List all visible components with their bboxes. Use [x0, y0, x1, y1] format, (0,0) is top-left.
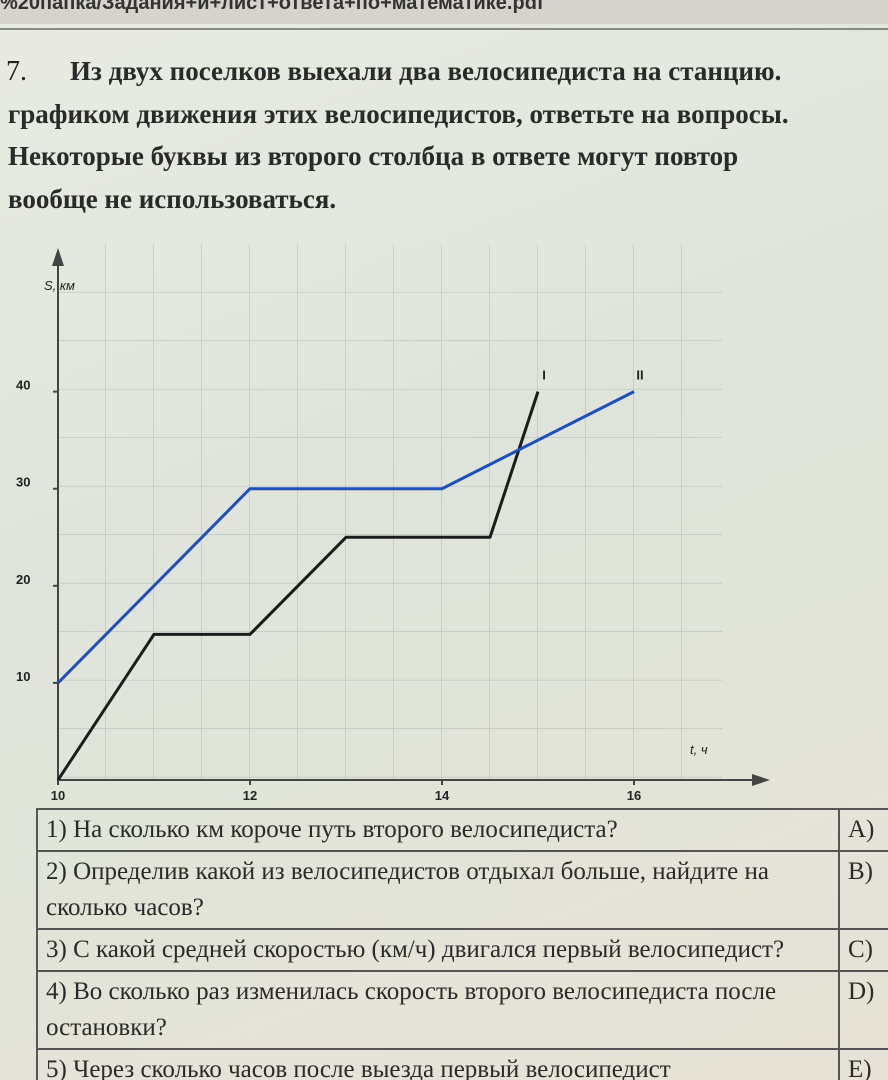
y-tick-label: 20: [16, 572, 30, 587]
x-tick-label: 14: [435, 788, 450, 803]
y-tick-label: 10: [16, 669, 30, 684]
x-tick-label: 16: [627, 788, 641, 803]
table-row: 3) С какой средней скоростью (км/ч) двиг…: [36, 928, 888, 972]
problem-line: графиком движения этих велосипедистов, о…: [8, 99, 789, 129]
table-row: 5) Через сколько часов после выезда перв…: [36, 1048, 888, 1080]
grid: [58, 244, 722, 780]
problem-line: Некоторые буквы из второго столбца в отв…: [8, 141, 739, 171]
option-cell: D): [838, 970, 888, 1050]
y-tick-label: 30: [16, 475, 30, 490]
table-row: 4) Во сколько раз изменилась скорость вт…: [36, 970, 888, 1050]
y-tick-label: 40: [16, 378, 30, 393]
questions-table: 1) На сколько км короче путь второго вел…: [36, 808, 888, 1080]
series-label: II: [636, 368, 643, 383]
problem-line: Из двух поселков выехали два велосипедис…: [70, 56, 782, 86]
table-row: 2) Определив какой из велосипедистов отд…: [36, 850, 888, 930]
question-cell: 3) С какой средней скоростью (км/ч) двиг…: [36, 928, 840, 972]
series-line: [56, 391, 540, 781]
series-line: [56, 390, 635, 684]
x-tick-label: 12: [243, 788, 257, 803]
option-cell: C): [838, 928, 888, 972]
file-path: %20папка/Задания+и+лист+ответа+по+матема…: [0, 0, 888, 24]
table-row: 1) На сколько км короче путь второго вел…: [36, 808, 888, 852]
option-cell: E): [838, 1048, 888, 1080]
divider: [0, 28, 888, 30]
question-cell: 4) Во сколько раз изменилась скорость вт…: [36, 970, 840, 1050]
series-label: I: [542, 368, 546, 383]
x-axis-label: t, ч: [690, 742, 708, 757]
y-arrow: [52, 248, 64, 266]
option-cell: B): [838, 850, 888, 930]
question-cell: 2) Определив какой из велосипедистов отд…: [36, 850, 840, 930]
y-axis-label: S, км: [44, 278, 75, 293]
question-cell: 1) На сколько км короче путь второго вел…: [36, 808, 840, 852]
x-arrow: [752, 774, 770, 786]
problem-number: 7.: [6, 56, 27, 87]
option-cell: A): [838, 808, 888, 852]
problem-line: вообще не использоваться.: [8, 184, 337, 214]
x-tick-label: 10: [51, 788, 65, 803]
question-cell: 5) Через сколько часов после выезда перв…: [36, 1048, 840, 1080]
